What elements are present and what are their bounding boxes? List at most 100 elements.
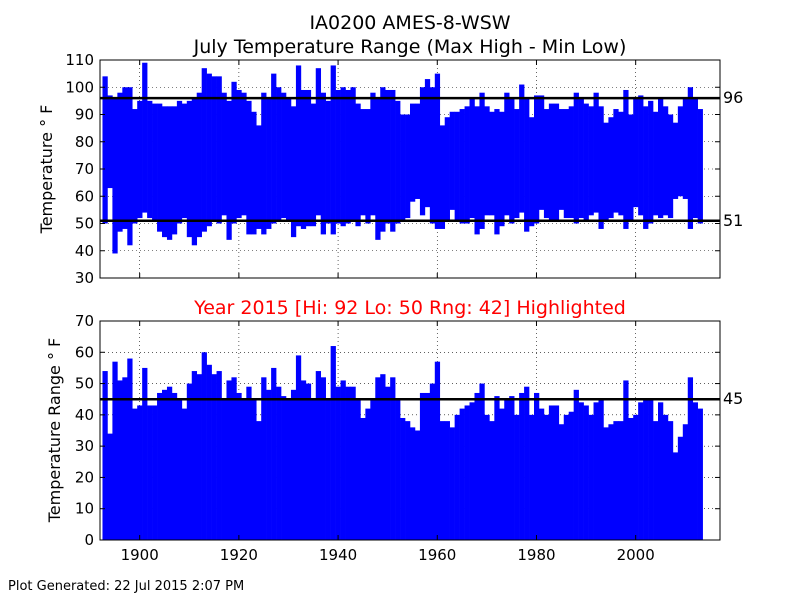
bar: [251, 399, 257, 540]
bar: [380, 87, 386, 232]
bar: [529, 117, 535, 227]
x-tick-label: 1960: [418, 546, 456, 564]
bar: [429, 383, 436, 540]
bar: [176, 399, 183, 540]
y-tick-label: 40: [75, 242, 94, 260]
bar: [469, 402, 475, 540]
bar: [593, 92, 599, 213]
bar: [643, 106, 649, 229]
bar: [266, 389, 272, 540]
bar: [266, 98, 272, 229]
bar: [633, 414, 639, 540]
chart-subtitle: July Temperature Range (Max High - Min L…: [193, 36, 627, 58]
bar: [350, 386, 356, 540]
bar: [231, 377, 237, 540]
y-tick-label: 60: [75, 343, 94, 361]
bar: [583, 405, 589, 540]
bar: [568, 411, 574, 540]
bar: [494, 109, 500, 235]
bar: [325, 399, 331, 540]
bar: [444, 117, 450, 221]
bar: [653, 111, 659, 216]
bar: [464, 106, 470, 224]
bar: [122, 377, 128, 540]
bar: [687, 377, 694, 540]
bar: [147, 100, 153, 219]
top-temperature-panel: 96 51 30 40 50 60 70 80 90 100 110 Temperature ° …: [37, 51, 743, 287]
bar: [340, 87, 346, 227]
bar: [454, 111, 460, 221]
bar: [603, 122, 609, 221]
bar: [310, 399, 317, 540]
bar: [206, 364, 212, 540]
bar: [405, 114, 411, 219]
bar: [414, 430, 421, 540]
bar: [142, 62, 148, 213]
bar: [211, 374, 217, 540]
bar: [588, 106, 594, 216]
bar: [434, 361, 441, 540]
y-tick-label: 50: [75, 215, 94, 233]
bar: [221, 92, 227, 216]
bar: [499, 111, 505, 227]
top-y-axis-label: Temperature ° F: [37, 105, 56, 235]
bar: [181, 103, 188, 219]
bar: [474, 392, 480, 540]
bar: [345, 386, 351, 540]
highlight-title: Year 2015 [Hi: 92 Lo: 50 Rng: 42] Highli…: [193, 297, 626, 319]
bar: [697, 408, 703, 540]
bar: [191, 98, 198, 246]
bar: [648, 100, 654, 224]
bar: [489, 111, 495, 216]
bar: [613, 421, 619, 540]
bottom-range-panel: 45 0 10 20 30 40 50 60 70 1900 1920 1940 1960 1980 2…: [45, 312, 743, 564]
bar: [494, 396, 500, 540]
bar: [677, 106, 684, 197]
bar: [330, 346, 336, 540]
bar: [662, 414, 669, 540]
y-tick-label: 90: [75, 106, 94, 124]
bar: [107, 95, 113, 189]
bar: [290, 389, 297, 540]
reference-label: 51: [723, 211, 743, 230]
bar: [489, 421, 495, 540]
station-title: IA0200 AMES-8-WSW: [309, 12, 510, 34]
bar: [543, 109, 550, 219]
bar: [519, 84, 525, 213]
bar: [578, 402, 584, 540]
bar: [653, 421, 659, 540]
bar: [588, 414, 594, 540]
bar: [558, 109, 565, 210]
bar: [375, 98, 381, 240]
bar: [281, 92, 287, 219]
bar: [464, 405, 470, 540]
bar: [305, 89, 312, 227]
bar: [102, 371, 108, 540]
bar: [648, 399, 654, 540]
bar: [667, 421, 674, 540]
bar: [251, 111, 257, 235]
bar: [499, 408, 505, 540]
y-tick-label: 30: [75, 437, 94, 455]
bar: [157, 103, 163, 232]
bar: [459, 109, 465, 224]
bar: [662, 106, 669, 216]
bar: [692, 402, 698, 540]
bar: [419, 87, 426, 216]
bar: [142, 367, 148, 540]
bar: [226, 380, 232, 540]
bar: [598, 106, 604, 229]
bar: [424, 392, 431, 540]
bar: [534, 392, 540, 540]
bar: [509, 396, 515, 540]
bar: [529, 414, 535, 540]
bar: [112, 361, 118, 540]
bar: [658, 98, 664, 219]
bar: [672, 122, 679, 199]
bar: [643, 399, 649, 540]
bar: [330, 65, 336, 235]
bar: [271, 73, 277, 224]
bar: [414, 103, 421, 199]
bar: [509, 98, 515, 224]
bar: [350, 87, 356, 221]
